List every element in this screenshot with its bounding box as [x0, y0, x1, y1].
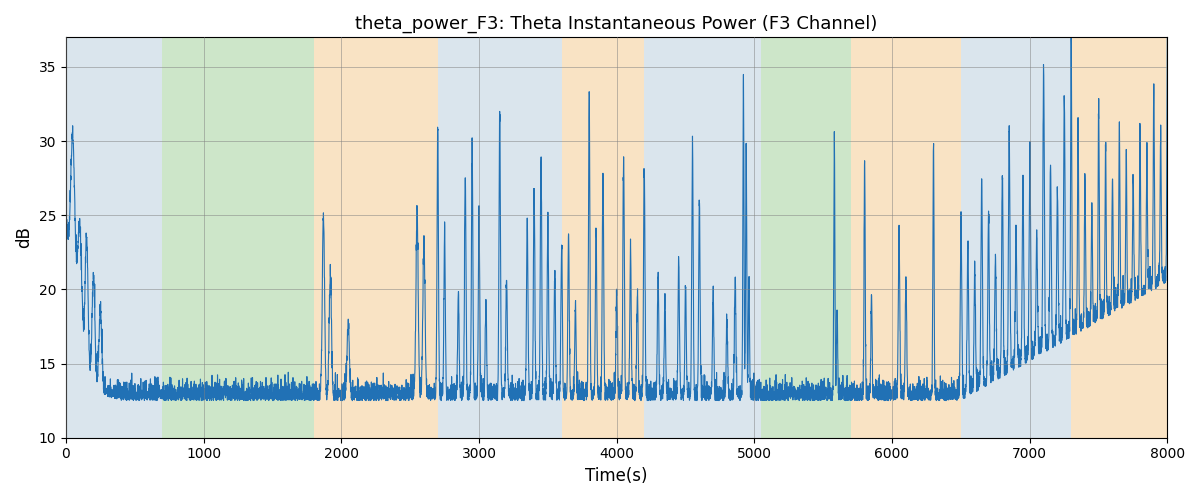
Bar	[851, 38, 961, 438]
Bar	[961, 38, 1072, 438]
Bar	[644, 38, 740, 438]
Bar	[740, 38, 761, 438]
X-axis label: Time(s): Time(s)	[586, 467, 648, 485]
Y-axis label: dB: dB	[16, 226, 34, 248]
Bar	[162, 38, 313, 438]
Bar	[313, 38, 438, 438]
Bar	[562, 38, 644, 438]
Bar	[1072, 38, 1168, 438]
Bar	[66, 38, 162, 438]
Title: theta_power_F3: Theta Instantaneous Power (F3 Channel): theta_power_F3: Theta Instantaneous Powe…	[355, 15, 878, 34]
Bar	[438, 38, 562, 438]
Bar	[761, 38, 851, 438]
